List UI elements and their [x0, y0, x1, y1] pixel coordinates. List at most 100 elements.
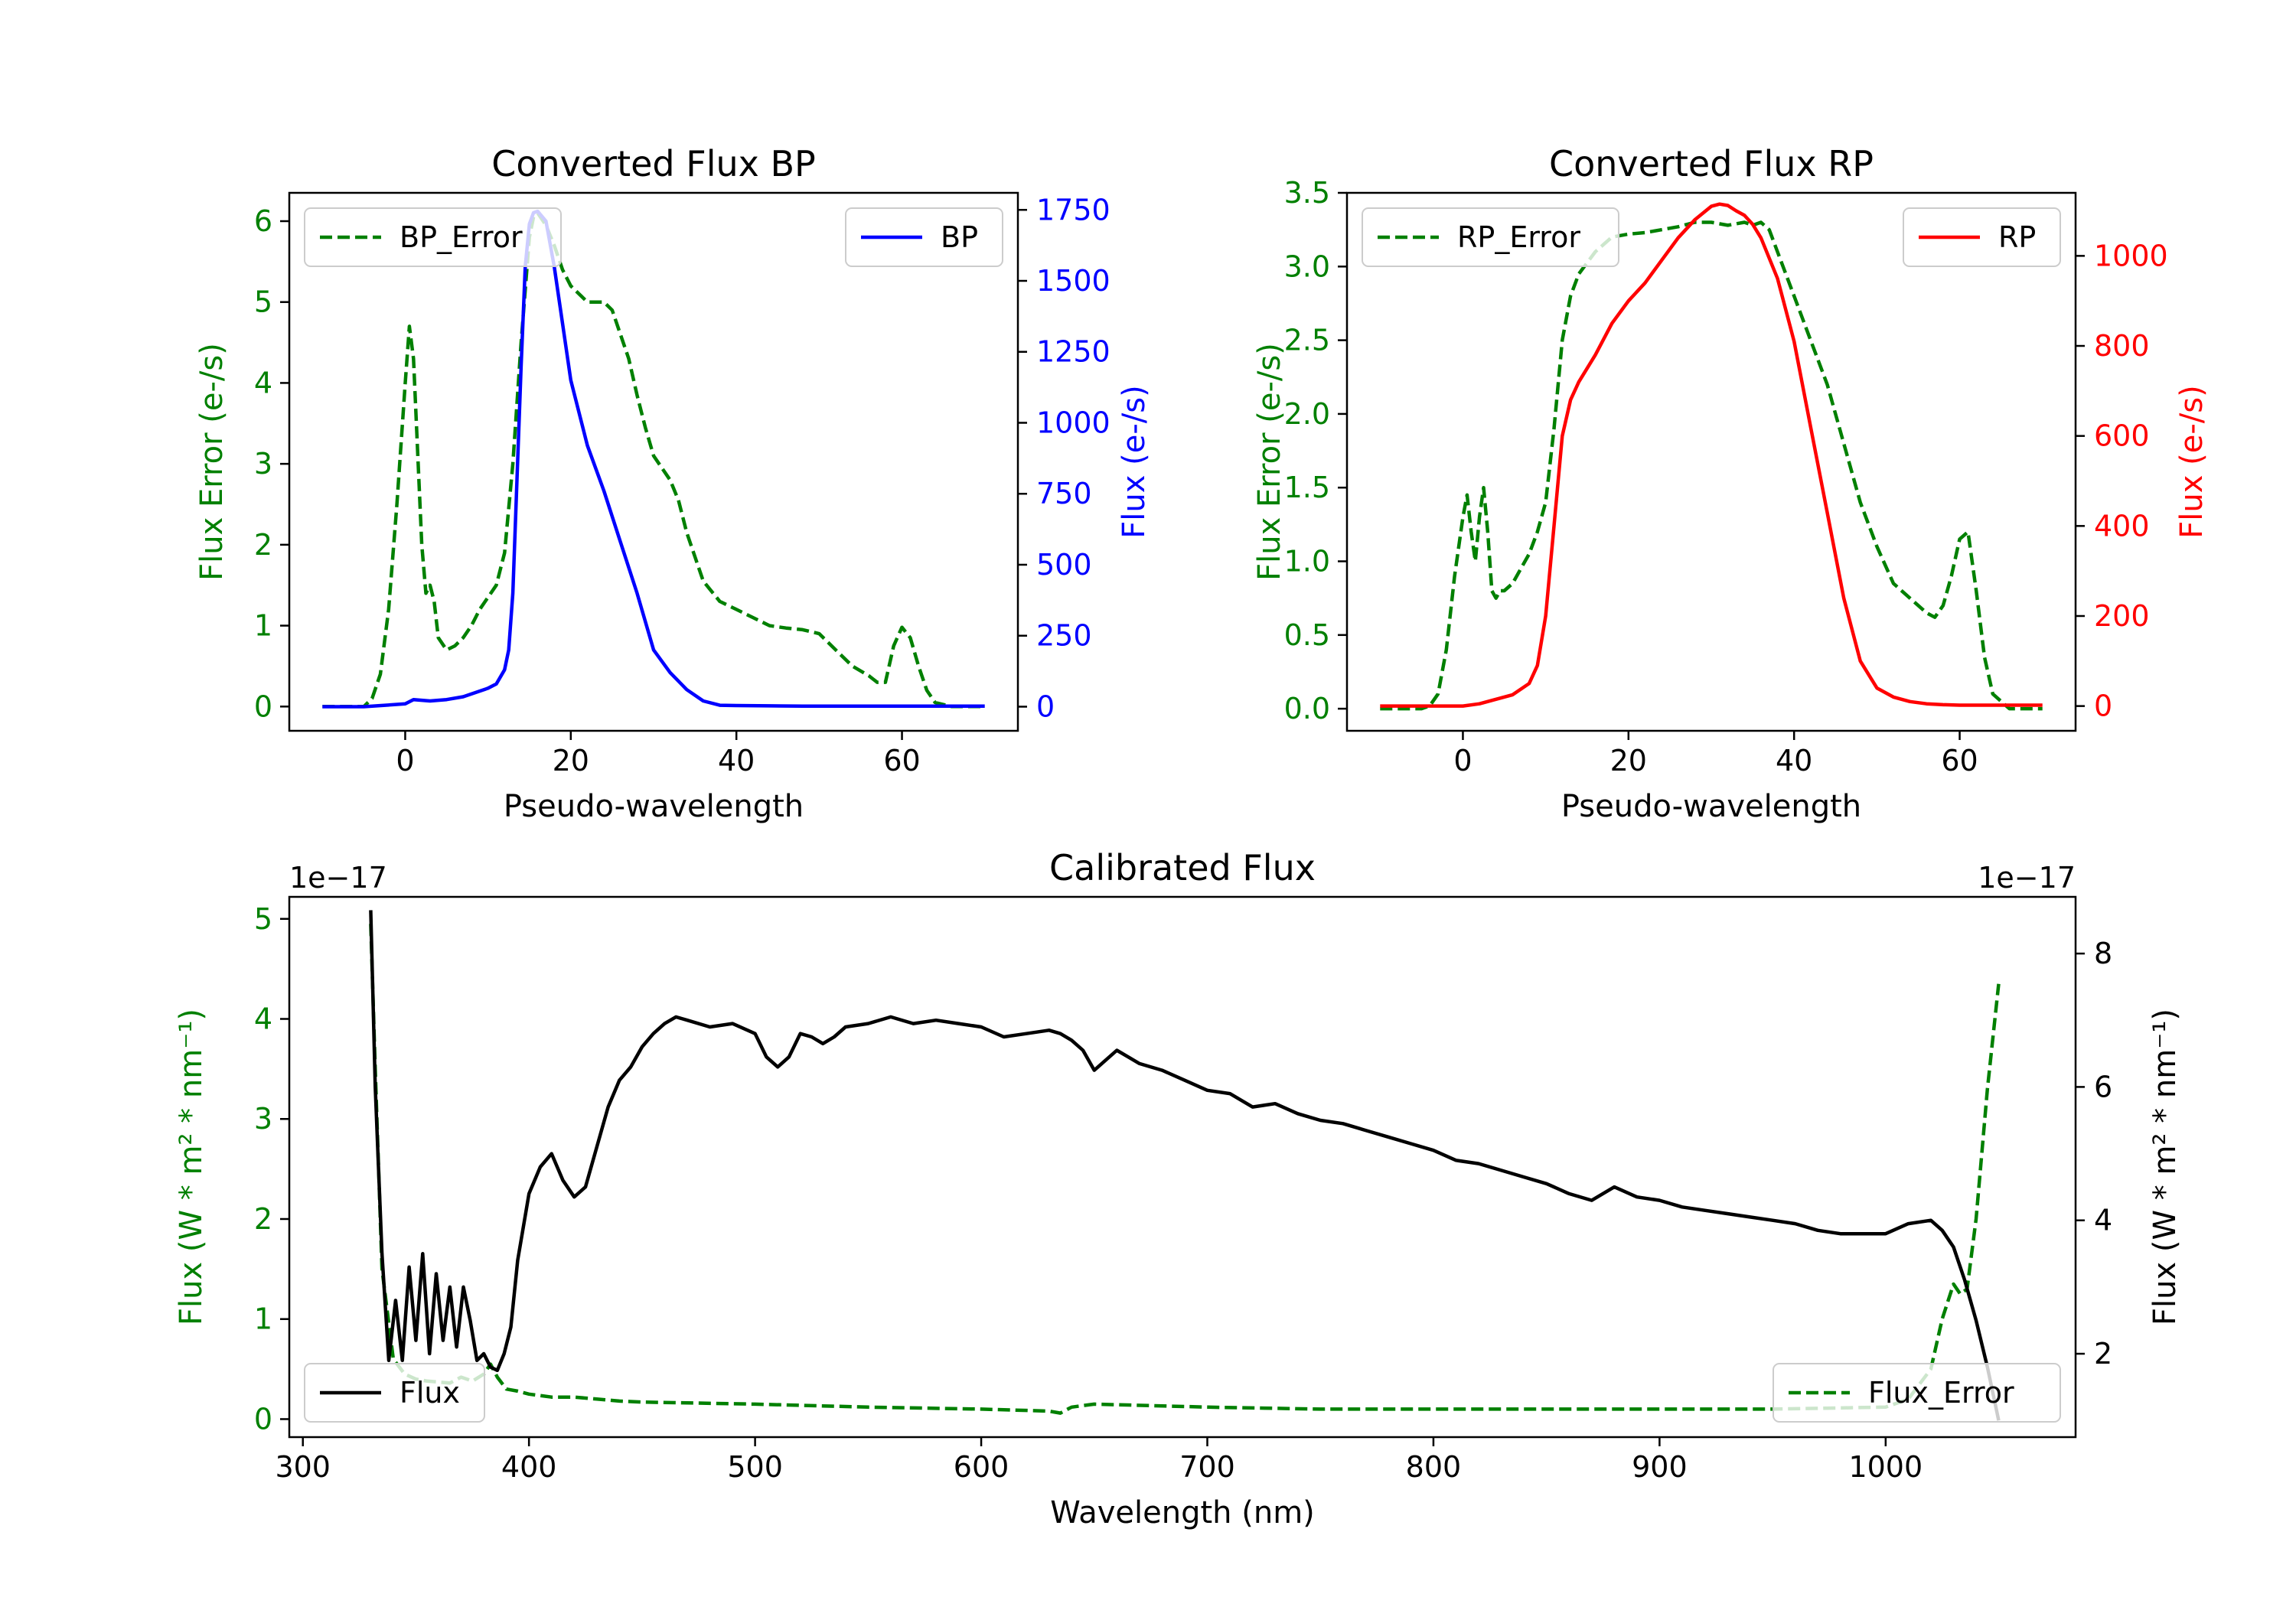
legend-label: RP — [1998, 220, 2036, 254]
y-left-axis-label: Flux Error (e-/s) — [194, 343, 230, 581]
legend-bp: BP — [845, 207, 1003, 267]
chart-2: Converted Flux RP 0 20 40 60 Pseudo-wavelengt… — [1252, 143, 2210, 824]
legend-label: BP_Error — [400, 220, 523, 254]
legend-bp-error: BP_Error — [304, 207, 562, 267]
y-right-tick-label: 600 — [2094, 419, 2150, 453]
x-tick-label: 20 — [553, 744, 589, 777]
x-tick-label: 1000 — [1848, 1450, 1923, 1484]
legend-box — [304, 207, 562, 267]
y-right-axis-label: Flux (W * m² * nm⁻¹) — [2148, 1009, 2183, 1325]
x-tick-label: 900 — [1632, 1450, 1688, 1484]
legend-label: Flux — [400, 1376, 460, 1410]
chart-3: Calibrated Flux 300 400 500 600 700 800 900 1000… — [174, 847, 2183, 1530]
y-left-tick-label: 0.0 — [1284, 692, 1330, 725]
y-right-tick-label: 4 — [2094, 1204, 2112, 1237]
y-left-axis-label: Flux (W * m² * nm⁻¹) — [174, 1009, 209, 1325]
chart-title: Converted Flux RP — [1549, 143, 1874, 184]
y-left-tick-label: 0 — [254, 689, 272, 723]
legend-flux-error: Flux_Error — [1773, 1363, 2061, 1423]
y-left-tick-label: 5 — [254, 902, 272, 936]
y-right-tick-label: 500 — [1036, 548, 1092, 582]
y-left-tick-label: 0 — [254, 1402, 272, 1436]
legend-box — [304, 1363, 485, 1423]
y-left-tick-label: 1 — [254, 609, 272, 643]
x-tick-label: 20 — [1610, 744, 1647, 777]
y-left-tick-label: 2 — [254, 1202, 272, 1236]
y-right-tick-label: 6 — [2094, 1070, 2112, 1103]
series-line-flux-error — [369, 924, 2001, 1415]
x-axis-label: Pseudo-wavelength — [1561, 789, 1861, 824]
legend-rp-error: RP_Error — [1362, 207, 1619, 267]
y-right-tick-label: 0 — [1036, 689, 1055, 723]
legend-box — [1903, 207, 2061, 267]
series-line-flux — [369, 910, 2001, 1421]
y-left-tick-label: 4 — [254, 1002, 272, 1036]
y-right-tick-label: 1500 — [1036, 264, 1110, 298]
y-right-tick-label: 2 — [2094, 1337, 2112, 1371]
y-right-tick-label: 400 — [2094, 509, 2150, 543]
chart-title: Calibrated Flux — [1049, 847, 1316, 888]
y-left-tick-label: 1.0 — [1284, 545, 1330, 579]
y-right-tick-label: 8 — [2094, 937, 2112, 970]
x-tick-label: 40 — [1776, 744, 1812, 777]
y-right-axis-label: Flux (e-/s) — [1117, 385, 1152, 538]
chart-title: Converted Flux BP — [491, 143, 816, 184]
y-right-tick-label: 0 — [2094, 689, 2112, 723]
legend-label: BP — [941, 220, 978, 254]
x-tick-label: 300 — [275, 1450, 331, 1484]
y-right-tick-label: 800 — [2094, 329, 2150, 363]
y-left-tick-label: 6 — [254, 204, 272, 238]
y-right-offset-text: 1e−17 — [1978, 861, 2076, 895]
y-left-axis-label: Flux Error (e-/s) — [1252, 343, 1287, 581]
y-right-tick-label: 1750 — [1036, 193, 1110, 227]
legend-label: RP_Error — [1457, 220, 1580, 254]
y-left-tick-label: 1 — [254, 1302, 272, 1336]
x-tick-label: 700 — [1179, 1450, 1235, 1484]
y-right-tick-label: 200 — [2094, 599, 2150, 633]
legend-box — [845, 207, 1003, 267]
legend-label: Flux_Error — [1868, 1376, 2014, 1410]
y-left-tick-label: 3 — [254, 447, 272, 481]
y-right-tick-label: 1250 — [1036, 335, 1110, 369]
x-tick-label: 60 — [883, 744, 920, 777]
x-tick-label: 500 — [727, 1450, 783, 1484]
y-right-tick-label: 1000 — [1036, 406, 1110, 439]
plot-frame — [288, 895, 2077, 1439]
legend-flux: Flux — [304, 1363, 485, 1423]
y-right-axis-label: Flux (e-/s) — [2174, 385, 2210, 538]
y-left-tick-label: 5 — [254, 285, 272, 319]
chart-1: Converted Flux BP0 20 40 60Pseudo-wavelengt… — [194, 143, 1152, 824]
y-left-tick-label: 0.5 — [1284, 618, 1330, 652]
y-left-tick-label: 3.0 — [1284, 249, 1330, 283]
legend-box — [1362, 207, 1619, 267]
series-line-rp — [1380, 202, 2043, 708]
x-tick-label: 0 — [1453, 744, 1472, 777]
x-axis-label: Wavelength (nm) — [1050, 1495, 1315, 1530]
x-tick-label: 0 — [396, 744, 414, 777]
y-left-tick-label: 2 — [254, 528, 272, 562]
x-tick-label: 40 — [718, 744, 755, 777]
plot-frame — [1345, 191, 2077, 732]
y-right-tick-label: 750 — [1036, 477, 1092, 510]
y-left-tick-label: 1.5 — [1284, 471, 1330, 504]
legend-rp: RP — [1903, 207, 2061, 267]
x-tick-label: 800 — [1406, 1450, 1462, 1484]
y-right-tick-label: 1000 — [2094, 239, 2168, 272]
series-line-bp — [322, 209, 985, 709]
x-axis-label: Pseudo-wavelength — [504, 789, 804, 824]
y-left-tick-label: 2.5 — [1284, 324, 1330, 357]
series-line-bp-error — [322, 211, 985, 709]
series-line-rp-error — [1380, 220, 2043, 711]
legend-box — [1773, 1363, 2061, 1423]
y-right-tick-label: 250 — [1036, 619, 1092, 653]
x-tick-label: 60 — [1941, 744, 1978, 777]
y-left-tick-label: 2.0 — [1284, 397, 1330, 431]
x-tick-label: 400 — [501, 1450, 557, 1484]
y-left-tick-label: 4 — [254, 366, 272, 399]
y-left-offset-text: 1e−17 — [289, 861, 387, 895]
plot-frame — [288, 191, 1019, 732]
x-tick-label: 600 — [954, 1450, 1009, 1484]
y-left-tick-label: 3 — [254, 1102, 272, 1136]
y-left-tick-label: 3.5 — [1284, 176, 1330, 210]
